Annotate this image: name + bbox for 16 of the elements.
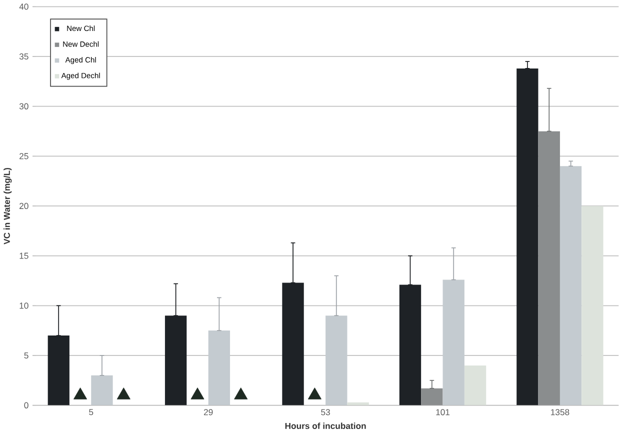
x-tick-label: 1358 — [551, 409, 570, 416]
y-tick-label: 0 — [24, 402, 28, 409]
y-tick-label: 30 — [19, 103, 28, 110]
y-tick-label: 5 — [24, 352, 28, 359]
x-tick-label: 101 — [436, 409, 450, 416]
x-tick-label: 29 — [204, 409, 213, 416]
y-tick-label: 10 — [20, 302, 28, 309]
x-tick-label: 53 — [321, 409, 330, 416]
y-tick-label: 20 — [20, 203, 28, 210]
y-axis-title: VC in Water (mg/L) — [4, 168, 12, 245]
x-tick-label: 5 — [89, 409, 94, 416]
y-tick-label: 40 — [19, 4, 28, 10]
x-axis-title: Hours of incubation — [285, 422, 366, 430]
y-tick-label: 25 — [20, 153, 28, 160]
y-tick-label: 15 — [20, 253, 28, 260]
y-tick-label: 35 — [19, 54, 28, 60]
